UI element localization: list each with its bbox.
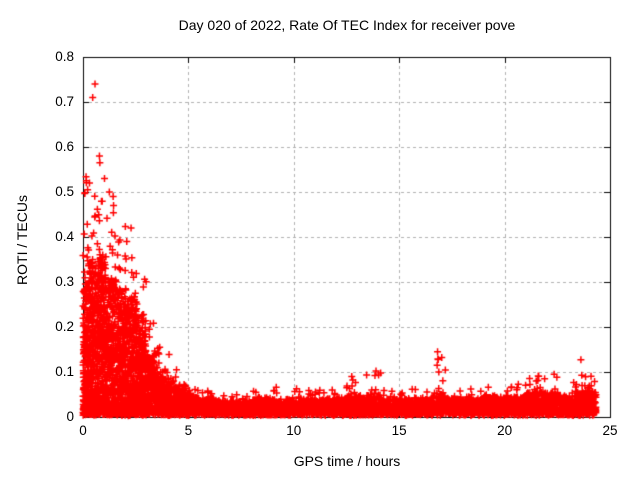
x-tick-label: 25 (602, 423, 618, 438)
x-tick-label: 5 (184, 423, 193, 438)
x-tick-label: 10 (286, 423, 302, 438)
y-tick-label: 0.8 (55, 49, 74, 64)
y-tick-label: 0 (66, 409, 74, 424)
x-tick-label: 15 (391, 423, 407, 438)
x-tick-label: 0 (79, 423, 87, 438)
y-tick-label: 0.1 (55, 364, 74, 379)
y-tick-label: 0.2 (55, 319, 74, 334)
y-tick-label: 0.3 (55, 274, 74, 289)
x-tick-label: 20 (497, 423, 513, 438)
chart-title: Day 020 of 2022, Rate Of TEC Index for r… (178, 17, 516, 33)
x-axis-label: GPS time / hours (293, 453, 401, 469)
y-tick-label: 0.6 (55, 139, 74, 154)
y-tick-label: 0.7 (55, 94, 74, 109)
y-tick-label: 0.4 (55, 229, 74, 244)
y-axis-label: ROTI / TECUs (14, 195, 30, 285)
y-tick-label: 0.5 (55, 184, 74, 199)
